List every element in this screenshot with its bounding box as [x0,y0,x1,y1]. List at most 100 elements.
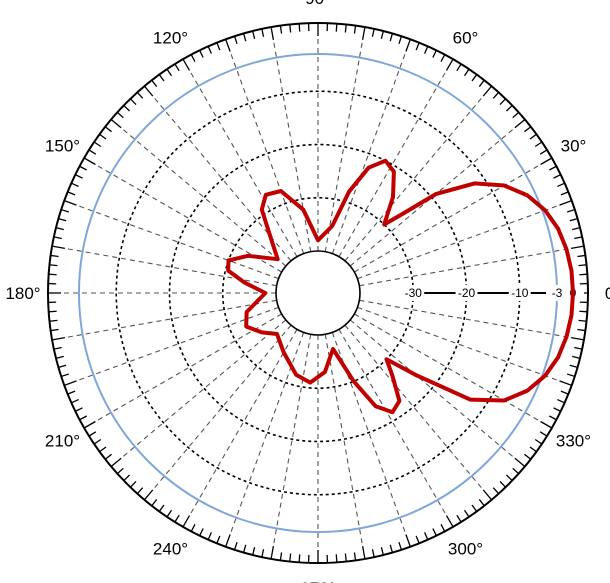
tick-mark [93,438,102,445]
tick-mark [53,346,62,350]
angle-tick-label: 120° [153,29,188,48]
tick-mark [432,50,437,58]
tick-mark [335,554,338,563]
tick-mark [361,26,366,41]
radial-tick-label: -3 [552,286,563,300]
tick-mark [88,431,97,437]
tick-mark [534,438,543,445]
tick-mark [93,141,102,148]
tick-mark [104,453,112,460]
tick-mark [51,336,66,341]
tick-mark [216,42,221,51]
tick-mark [298,23,301,32]
tick-mark [289,24,292,33]
tick-mark [499,98,507,105]
tick-mark [261,549,265,558]
tick-mark [225,534,231,547]
angle-tick-label: 330° [556,432,591,451]
tick-mark [463,68,470,77]
tick-mark [432,528,437,536]
tick-mark [529,446,537,453]
tick-mark [50,254,59,258]
tick-mark [79,415,87,421]
tick-mark [174,514,180,523]
angle-tick-label: 300° [448,539,483,558]
tick-mark [524,126,532,133]
angular-grid-line [344,324,483,489]
outer-tick-ring [48,23,588,563]
tick-mark [151,79,158,87]
tick-mark [506,474,513,482]
tick-mark [344,24,347,33]
angle-tick-label: 180° [5,284,40,303]
tick-mark [577,328,586,332]
tick-mark [199,50,204,58]
tick-mark [440,524,446,532]
tick-mark [506,104,513,112]
tick-mark [353,25,357,34]
tick-mark [574,346,583,350]
tick-mark [51,245,66,250]
tick-mark [129,98,137,105]
tick-mark [270,26,275,41]
tick-mark [53,236,62,240]
tick-mark [151,499,158,507]
tick-mark [415,535,420,544]
tick-mark [67,191,76,196]
radial-tick-labels: -30 -20 -10 -3 0 [402,285,584,301]
tick-mark [445,58,454,71]
tick-mark [559,200,572,206]
tick-mark [578,264,587,267]
radial-tick-label-bg [402,285,425,301]
tick-mark [524,453,532,460]
tick-mark [572,355,581,359]
tick-mark [49,264,58,267]
tick-mark [104,126,112,133]
tick-mark [572,227,581,231]
tick-mark [482,489,493,501]
tick-mark [99,446,107,453]
angular-grid-line [324,41,363,252]
tick-mark [136,487,144,495]
angle-tick-label: 60° [453,29,479,48]
tick-mark [64,200,77,206]
tick-mark [242,544,247,553]
tick-mark [478,499,485,507]
tick-mark [61,373,70,378]
tick-mark [405,39,411,52]
tick-mark [529,133,537,140]
tick-mark [539,431,548,437]
tick-mark [557,182,565,188]
tick-mark [233,36,238,45]
tick-mark [353,552,357,561]
tick-mark [83,157,96,166]
tick-mark [570,336,585,341]
tick-mark [79,165,87,171]
angular-grid-line [190,71,298,257]
tick-mark [440,54,446,62]
tick-mark [71,398,79,404]
tick-mark [560,191,569,196]
angular-grid-line [230,332,305,533]
tick-mark [482,85,493,97]
angular-grid-line [338,71,446,257]
radial-tick-label: -30 [405,286,423,300]
tick-mark [371,549,375,558]
tick-mark [569,364,578,369]
radial-tick-label-bg [508,285,531,301]
tick-mark [242,33,247,42]
tick-mark [423,46,429,54]
tick-mark [539,149,548,155]
tick-mark [423,532,429,540]
tick-mark [136,91,144,99]
tick-mark [289,553,292,562]
outer-boundary-circle [47,22,589,564]
tick-mark [55,355,64,359]
angle-tick-label: 0° [605,284,610,303]
tick-mark [174,63,180,72]
tick-mark [166,68,173,77]
tick-mark [143,489,154,501]
tick-mark [549,415,557,421]
tick-mark [344,553,347,562]
tick-mark [557,398,565,404]
